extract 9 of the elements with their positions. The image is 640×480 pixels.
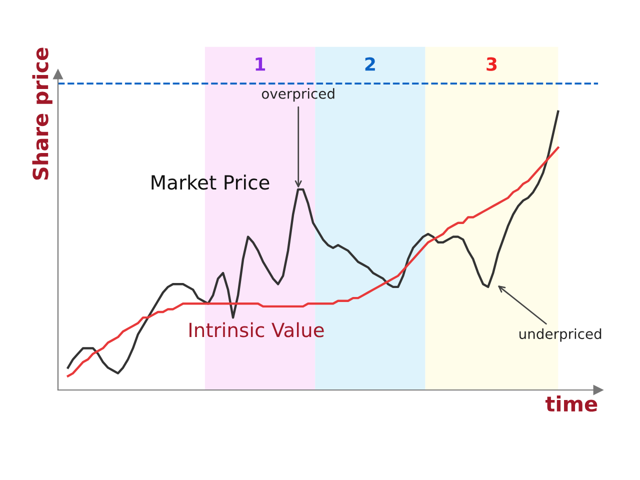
- y-axis-title: Share price: [32, 48, 52, 180]
- text: 3: [486, 57, 497, 71]
- x-axis-title: time: [545, 396, 598, 412]
- series-label: Market Price: [152, 174, 270, 190]
- text: 2: [365, 57, 375, 71]
- annotation: underpriced: [519, 328, 602, 342]
- text: overpriced: [262, 88, 334, 102]
- text: 1: [256, 57, 266, 71]
- series-label: Intrinsic Value: [190, 322, 324, 338]
